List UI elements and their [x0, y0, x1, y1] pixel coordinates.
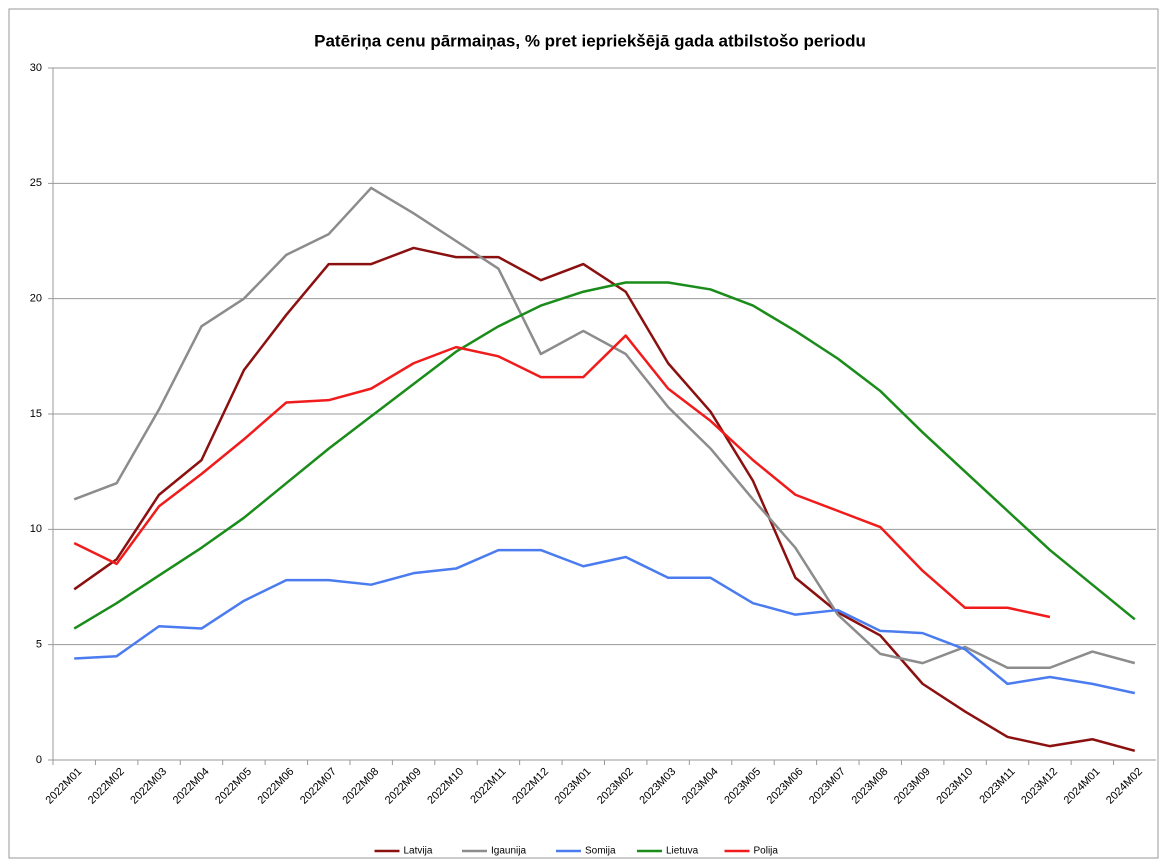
x-tick-label: 2023M07	[807, 766, 848, 807]
x-tick-label: 2022M03	[128, 766, 169, 807]
x-tick-label: 2024M02	[1104, 766, 1145, 807]
legend-label: Lietuva	[666, 846, 699, 857]
x-tick-label: 2022M01	[43, 766, 84, 807]
line	[73, 281, 1136, 630]
line	[73, 334, 1051, 619]
x-tick-label: 2022M09	[383, 766, 424, 807]
y-tick-label: 30	[30, 62, 42, 74]
x-tick-label: 2022M02	[86, 766, 127, 807]
x-tick-label: 2022M12	[510, 766, 551, 807]
x-tick-label: 2023M02	[595, 766, 636, 807]
x-tick-label: 2022M05	[213, 766, 254, 807]
legend-label: Somija	[585, 846, 616, 857]
x-tick-label: 2023M08	[850, 766, 891, 807]
frame	[8, 8, 1159, 859]
x-tick-label: 2022M04	[171, 766, 212, 807]
line	[73, 186, 1136, 669]
x-tick-label: 2023M01	[553, 766, 594, 807]
x-tick-label: 2023M06	[765, 766, 806, 807]
y-tick-label: 0	[36, 754, 42, 766]
x-tick-label: 2023M04	[680, 766, 721, 807]
y-tick-label: 10	[30, 523, 42, 535]
x-tick-label: 2022M11	[468, 766, 508, 806]
x-tick-label: 2023M03	[637, 766, 678, 807]
x-tick-label: 2023M05	[722, 766, 763, 807]
legend-label: Polija	[754, 846, 779, 857]
x-tick-label: 2022M10	[425, 766, 466, 807]
y-tick-label: 25	[30, 177, 42, 189]
legend-label: Latvija	[404, 846, 433, 857]
legend-label: Igaunija	[491, 846, 526, 857]
line	[73, 246, 1136, 752]
x-tick-label: 2023M12	[1019, 766, 1060, 807]
x-tick-label: 2022M06	[256, 766, 297, 807]
y-tick-label: 20	[30, 293, 42, 305]
x-tick-label: 2024M01	[1062, 766, 1103, 807]
x-tick-label: 2022M07	[298, 766, 339, 807]
x-tick-label: 2023M11	[977, 766, 1017, 806]
y-tick-label: 15	[30, 408, 42, 420]
x-tick-label: 2022M08	[340, 766, 381, 807]
line	[74, 548, 1136, 695]
y-tick-label: 5	[36, 639, 42, 651]
x-tick-label: 2023M10	[934, 766, 975, 807]
chart-title: Patēriņa cenu pārmaiņas, % pret iepriekš…	[314, 31, 866, 50]
x-tick-label: 2023M09	[892, 766, 933, 807]
